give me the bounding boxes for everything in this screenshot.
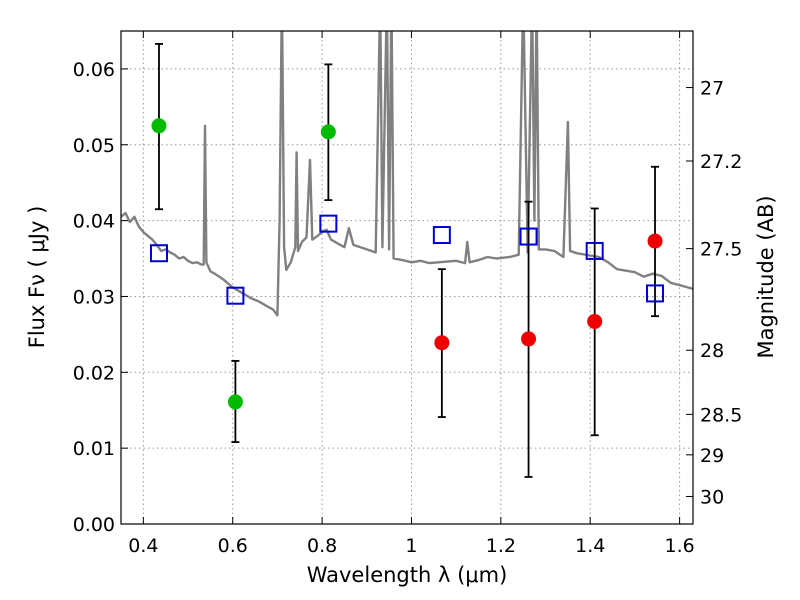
- y-axis-label: Flux Fν ( μJy ): [25, 206, 49, 349]
- photometry-point: [151, 118, 167, 134]
- y-tick-label: 0.00: [73, 514, 115, 536]
- x-tick-label: 0.4: [128, 535, 158, 557]
- x-tick-label: 0.6: [218, 535, 248, 557]
- model-photometry-point: [149, 244, 168, 263]
- model-spectrum-line: [121, 31, 693, 317]
- y-tick-label: 0.03: [73, 286, 115, 308]
- photometry-point: [587, 313, 603, 329]
- x-axis-label: Wavelength λ (μm): [307, 563, 508, 587]
- model-photometry-point: [585, 241, 604, 260]
- y2-tick-label: 28.5: [700, 404, 742, 426]
- photometry-point: [521, 331, 537, 347]
- model-spectrum-layer: [121, 31, 693, 317]
- x-tick-label: 1: [405, 535, 417, 557]
- model-photometry-point: [519, 227, 538, 246]
- grid: [121, 31, 693, 525]
- y-tick-label: 0.01: [73, 438, 115, 460]
- model-photometry-point: [226, 286, 245, 305]
- x-tick-label: 1.6: [664, 535, 694, 557]
- y2-tick-label: 27: [700, 78, 724, 100]
- x-tick-label: 1.2: [486, 535, 516, 557]
- y-tick-label: 0.02: [73, 362, 115, 384]
- x-axis: 0.4 0.6 0.8 1 1.2 1.4 1.6: [128, 31, 695, 557]
- x-tick-label: 0.8: [307, 535, 337, 557]
- y2-tick-label: 27.2: [700, 151, 742, 173]
- photometry-point: [434, 335, 450, 351]
- model-photometry-point: [319, 214, 338, 233]
- plot-frame: [120, 30, 694, 525]
- model-photometry-point: [646, 284, 665, 303]
- y2-axis: 27 27.2 27.5 28 28.5 29 30: [686, 78, 742, 508]
- y2-axis-label: Magnitude (AB): [754, 195, 778, 358]
- photometry-point: [647, 233, 663, 249]
- y-axis: 0.00 0.01 0.02 0.03 0.04 0.05 0.06: [73, 59, 128, 536]
- y2-tick-label: 30: [700, 486, 724, 508]
- model-photometry-point: [432, 226, 451, 245]
- marker-layer: [149, 118, 665, 410]
- y-tick-label: 0.04: [73, 211, 115, 233]
- y2-tick-label: 29: [700, 445, 724, 467]
- y2-tick-label: 27.5: [700, 239, 742, 261]
- y2-tick-label: 28: [700, 340, 724, 362]
- x-tick-label: 1.4: [575, 535, 605, 557]
- photometry-point: [227, 394, 243, 410]
- y-tick-label: 0.06: [73, 59, 115, 81]
- y-tick-label: 0.05: [73, 135, 115, 157]
- photometry-point: [320, 124, 336, 140]
